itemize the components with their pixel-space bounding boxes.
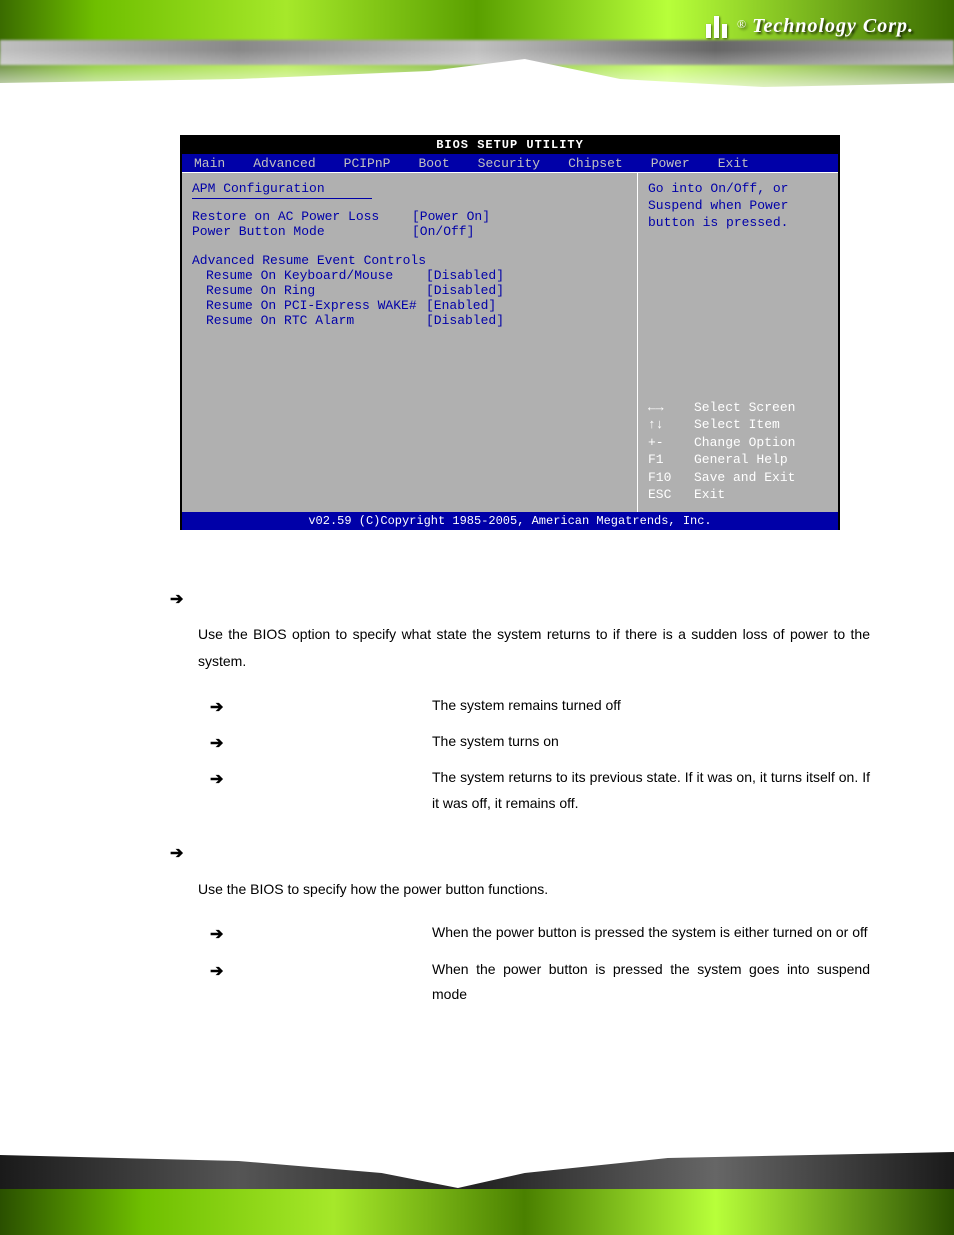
bios-key: ←→: [648, 399, 694, 417]
section-heading-2: ➔: [170, 839, 870, 869]
bios-menu-advanced[interactable]: Advanced: [239, 156, 329, 171]
option-row: ➔ The system remains turned off: [210, 693, 870, 723]
option-desc: The system turns on: [432, 729, 870, 755]
section-1-options: ➔ The system remains turned off ➔ The sy…: [210, 693, 870, 818]
arrow-icon: ➔: [210, 729, 232, 759]
option-row: ➔ The system turns on: [210, 729, 870, 759]
section-heading-1: ➔: [170, 585, 870, 615]
bios-row-restore-ac[interactable]: Restore on AC Power Loss [Power On]: [192, 209, 627, 224]
para1-post: BIOS option to specify what state the sy…: [198, 626, 870, 669]
bios-row-power-button[interactable]: Power Button Mode [On/Off]: [192, 224, 627, 239]
bios-key-desc: Save and Exit: [694, 469, 795, 487]
bios-menu-chipset[interactable]: Chipset: [554, 156, 637, 171]
option-row: ➔ When the power button is pressed the s…: [210, 920, 870, 950]
bios-label: Resume On Keyboard/Mouse: [206, 268, 426, 283]
bios-section-apm: APM Configuration: [192, 181, 627, 196]
bios-label: Resume On Ring: [206, 283, 426, 298]
option-desc: The system remains turned off: [432, 693, 870, 719]
arrow-icon: ➔: [210, 920, 232, 950]
option-desc: When the power button is pressed the sys…: [432, 957, 870, 1009]
bios-window: BIOS SETUP UTILITY Main Advanced PCIPnP …: [180, 135, 840, 530]
bios-menu-pcipnp[interactable]: PCIPnP: [330, 156, 405, 171]
footer-curve: [0, 1145, 954, 1200]
bios-key: +-: [648, 434, 694, 452]
bios-value: [Power On]: [412, 209, 490, 224]
header-banner: ® Technology Corp.: [0, 0, 954, 110]
bios-label: Resume On PCI-Express WAKE#: [206, 298, 426, 313]
bios-key: ↑↓: [648, 416, 694, 434]
bios-divider: [192, 198, 372, 199]
brand-name: Technology Corp.: [752, 15, 914, 38]
brand-logo-icon: [706, 16, 731, 38]
bios-section-resume: Advanced Resume Event Controls: [192, 253, 627, 268]
bios-key-desc: Select Screen: [694, 399, 795, 417]
bios-left-panel: APM Configuration Restore on AC Power Lo…: [182, 173, 638, 512]
arrow-icon: ➔: [170, 839, 183, 869]
section-1-paragraph: Use the BIOS option to specify what stat…: [198, 621, 870, 674]
para1-pre: Use the: [198, 626, 253, 642]
bios-menu-exit[interactable]: Exit: [704, 156, 763, 171]
bios-key: F1: [648, 451, 694, 469]
section-2-options: ➔ When the power button is pressed the s…: [210, 920, 870, 1008]
brand: ® Technology Corp.: [706, 15, 914, 38]
bios-value: [Enabled]: [426, 298, 496, 313]
arrow-icon: ➔: [170, 585, 183, 615]
bios-menu-boot[interactable]: Boot: [404, 156, 463, 171]
bios-menu-bar[interactable]: Main Advanced PCIPnP Boot Security Chips…: [182, 154, 838, 172]
header-curve: [0, 35, 954, 110]
bios-value: [On/Off]: [412, 224, 474, 239]
bios-key-desc: General Help: [694, 451, 788, 469]
bios-row-resume-kb[interactable]: Resume On Keyboard/Mouse [Disabled]: [192, 268, 627, 283]
bios-label: Resume On RTC Alarm: [206, 313, 426, 328]
bios-key: ESC: [648, 486, 694, 504]
bios-title: BIOS SETUP UTILITY: [182, 137, 838, 154]
section-2-paragraph: Use the BIOS to specify how the power bu…: [198, 876, 870, 903]
bios-key-help: ←→Select Screen ↑↓Select Item +-Change O…: [648, 399, 828, 504]
bios-right-panel: Go into On/Off, or Suspend when Power bu…: [638, 173, 838, 512]
para2-pre: Use the: [198, 881, 250, 897]
bios-key: F10: [648, 469, 694, 487]
bios-menu-main[interactable]: Main: [190, 156, 239, 171]
option-row: ➔ When the power button is pressed the s…: [210, 957, 870, 1009]
bios-value: [Disabled]: [426, 268, 504, 283]
arrow-icon: ➔: [210, 765, 232, 795]
document-body: ➔ Use the BIOS option to specify what st…: [170, 585, 870, 1030]
bios-menu-power[interactable]: Power: [637, 156, 704, 171]
bios-row-resume-pcie[interactable]: Resume On PCI-Express WAKE# [Enabled]: [192, 298, 627, 313]
para2-post: BIOS to specify how the power button fun…: [250, 881, 548, 897]
option-desc: When the power button is pressed the sys…: [432, 920, 870, 946]
option-desc: The system returns to its previous state…: [432, 765, 870, 817]
bios-value: [Disabled]: [426, 283, 504, 298]
bios-row-resume-ring[interactable]: Resume On Ring [Disabled]: [192, 283, 627, 298]
bios-body: APM Configuration Restore on AC Power Lo…: [182, 172, 838, 512]
option-row: ➔ The system returns to its previous sta…: [210, 765, 870, 817]
bios-row-resume-rtc[interactable]: Resume On RTC Alarm [Disabled]: [192, 313, 627, 328]
arrow-icon: ➔: [210, 693, 232, 723]
bios-value: [Disabled]: [426, 313, 504, 328]
bios-key-desc: Change Option: [694, 434, 795, 452]
bios-footer: v02.59 (C)Copyright 1985-2005, American …: [182, 512, 838, 530]
bios-help-text: Go into On/Off, or Suspend when Power bu…: [648, 181, 828, 232]
bios-key-desc: Select Item: [694, 416, 780, 434]
bios-menu-security[interactable]: Security: [464, 156, 554, 171]
arrow-icon: ➔: [210, 957, 232, 987]
bios-label: Restore on AC Power Loss: [192, 209, 412, 224]
bios-key-desc: Exit: [694, 486, 725, 504]
brand-registered: ®: [737, 17, 746, 32]
bios-label: Power Button Mode: [192, 224, 412, 239]
footer-banner: [0, 1145, 954, 1235]
